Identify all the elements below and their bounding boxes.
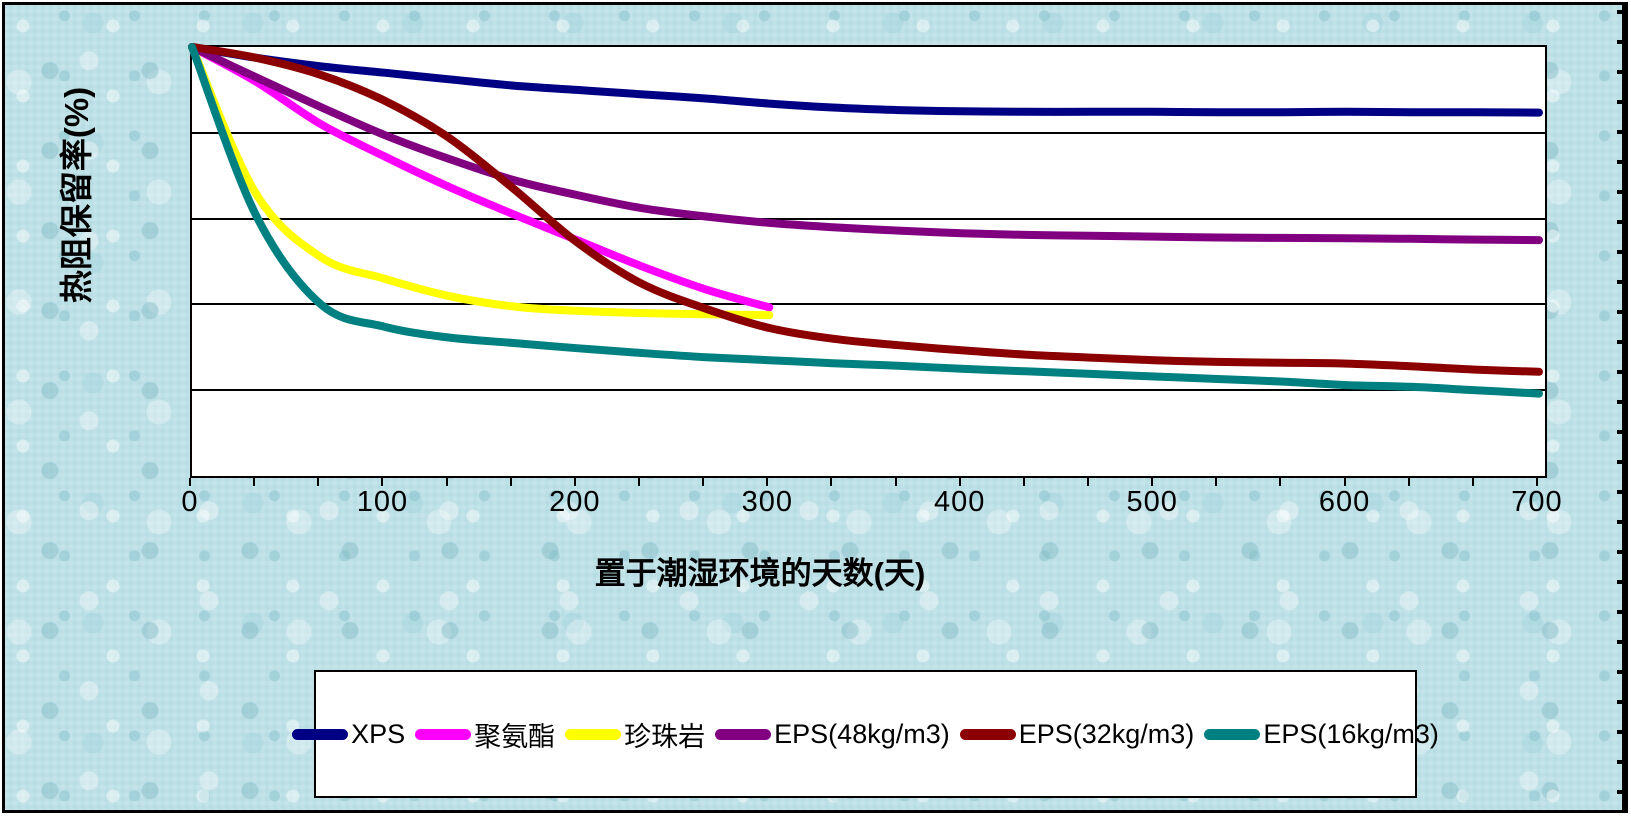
x-tick (573, 478, 576, 486)
series-line-XPS (188, 43, 1543, 117)
legend-swatch (292, 728, 349, 740)
legend-swatch (715, 728, 772, 740)
legend-swatch (1204, 728, 1261, 740)
right-border-tick-marks (1617, 10, 1622, 816)
legend-item-聚氨酯: 聚氨酯 (415, 715, 555, 754)
legend-label: EPS(32kg/m3) (1018, 718, 1195, 749)
x-tick-label: 0 (181, 486, 199, 518)
x-tick-label: 100 (356, 486, 409, 518)
legend-swatch (959, 728, 1016, 740)
x-tick (1279, 478, 1282, 486)
x-tick-label: 500 (1126, 486, 1178, 518)
x-tick (1151, 478, 1154, 486)
legend-item-EPS(48kg/m3): EPS(48kg/m3) (715, 719, 950, 750)
legend-swatch (415, 728, 472, 740)
legend-item-EPS(16kg/m3): EPS(16kg/m3) (1204, 719, 1439, 750)
data-series-lines (188, 43, 1543, 398)
x-tick (894, 478, 897, 486)
x-tick (1343, 478, 1346, 486)
legend-item-EPS(32kg/m3): EPS(32kg/m3) (959, 718, 1195, 750)
x-tick (1022, 478, 1025, 486)
gridline (192, 303, 1545, 306)
x-tick (830, 478, 833, 486)
x-tick (638, 478, 640, 486)
x-tick (445, 478, 448, 486)
x-axis-tick-marks (189, 478, 1547, 487)
gridline (192, 389, 1545, 392)
series-line-EPS(48kg/m3) (188, 43, 1543, 245)
y-axis-title-text: 热阻保留率(%) (58, 86, 96, 304)
x-tick-label: 200 (549, 486, 601, 518)
x-tick-label: 300 (741, 486, 793, 518)
legend-label: EPS(16kg/m3) (1263, 718, 1439, 749)
x-tick (1471, 478, 1474, 486)
plot-area (188, 43, 1547, 478)
series-line-EPS(16kg/m3) (188, 43, 1543, 398)
x-tick-label: 400 (934, 486, 986, 518)
gridline (192, 217, 1545, 220)
right-border-bar (1622, 2, 1628, 813)
x-tick (1215, 478, 1218, 486)
x-tick-label: 600 (1318, 486, 1371, 518)
x-tick (317, 478, 320, 486)
gridline (192, 131, 1545, 134)
y-axis-title: 热阻保留率(%) (48, 60, 100, 330)
x-tick (253, 478, 256, 486)
series-line-珍珠岩 (188, 43, 774, 320)
legend-swatch (565, 728, 622, 740)
legend-label: EPS(48kg/m3) (774, 718, 950, 749)
x-axis-title: 置于潮湿环境的天数(天) (594, 556, 926, 591)
series-line-聚氨酯 (188, 43, 774, 312)
chart-legend: XPS 聚氨酯 珍珠岩 EPS(48kg/m3) EPS(32kg/m3) EPS(16k… (292, 670, 1439, 798)
legend-item-XPS: XPS (292, 719, 405, 750)
x-tick (189, 478, 191, 486)
legend-label: XPS (351, 718, 406, 749)
x-tick (509, 478, 512, 486)
x-tick (766, 478, 769, 486)
x-tick-label: 700 (1511, 486, 1563, 518)
x-axis-tick-labels: 0 100 200 300 400 500 600 700 (181, 486, 1561, 518)
legend-item-珍珠岩: 珍珠岩 (565, 715, 705, 754)
x-tick (1536, 478, 1538, 486)
x-tick (1087, 478, 1089, 486)
legend-label: 珍珠岩 (624, 721, 706, 752)
x-tick (702, 478, 705, 486)
legend-label: 聚氨酯 (474, 721, 556, 752)
x-tick (958, 478, 961, 486)
series-line-EPS(32kg/m3) (188, 43, 1543, 376)
x-tick (1407, 478, 1410, 486)
x-tick (381, 478, 384, 486)
